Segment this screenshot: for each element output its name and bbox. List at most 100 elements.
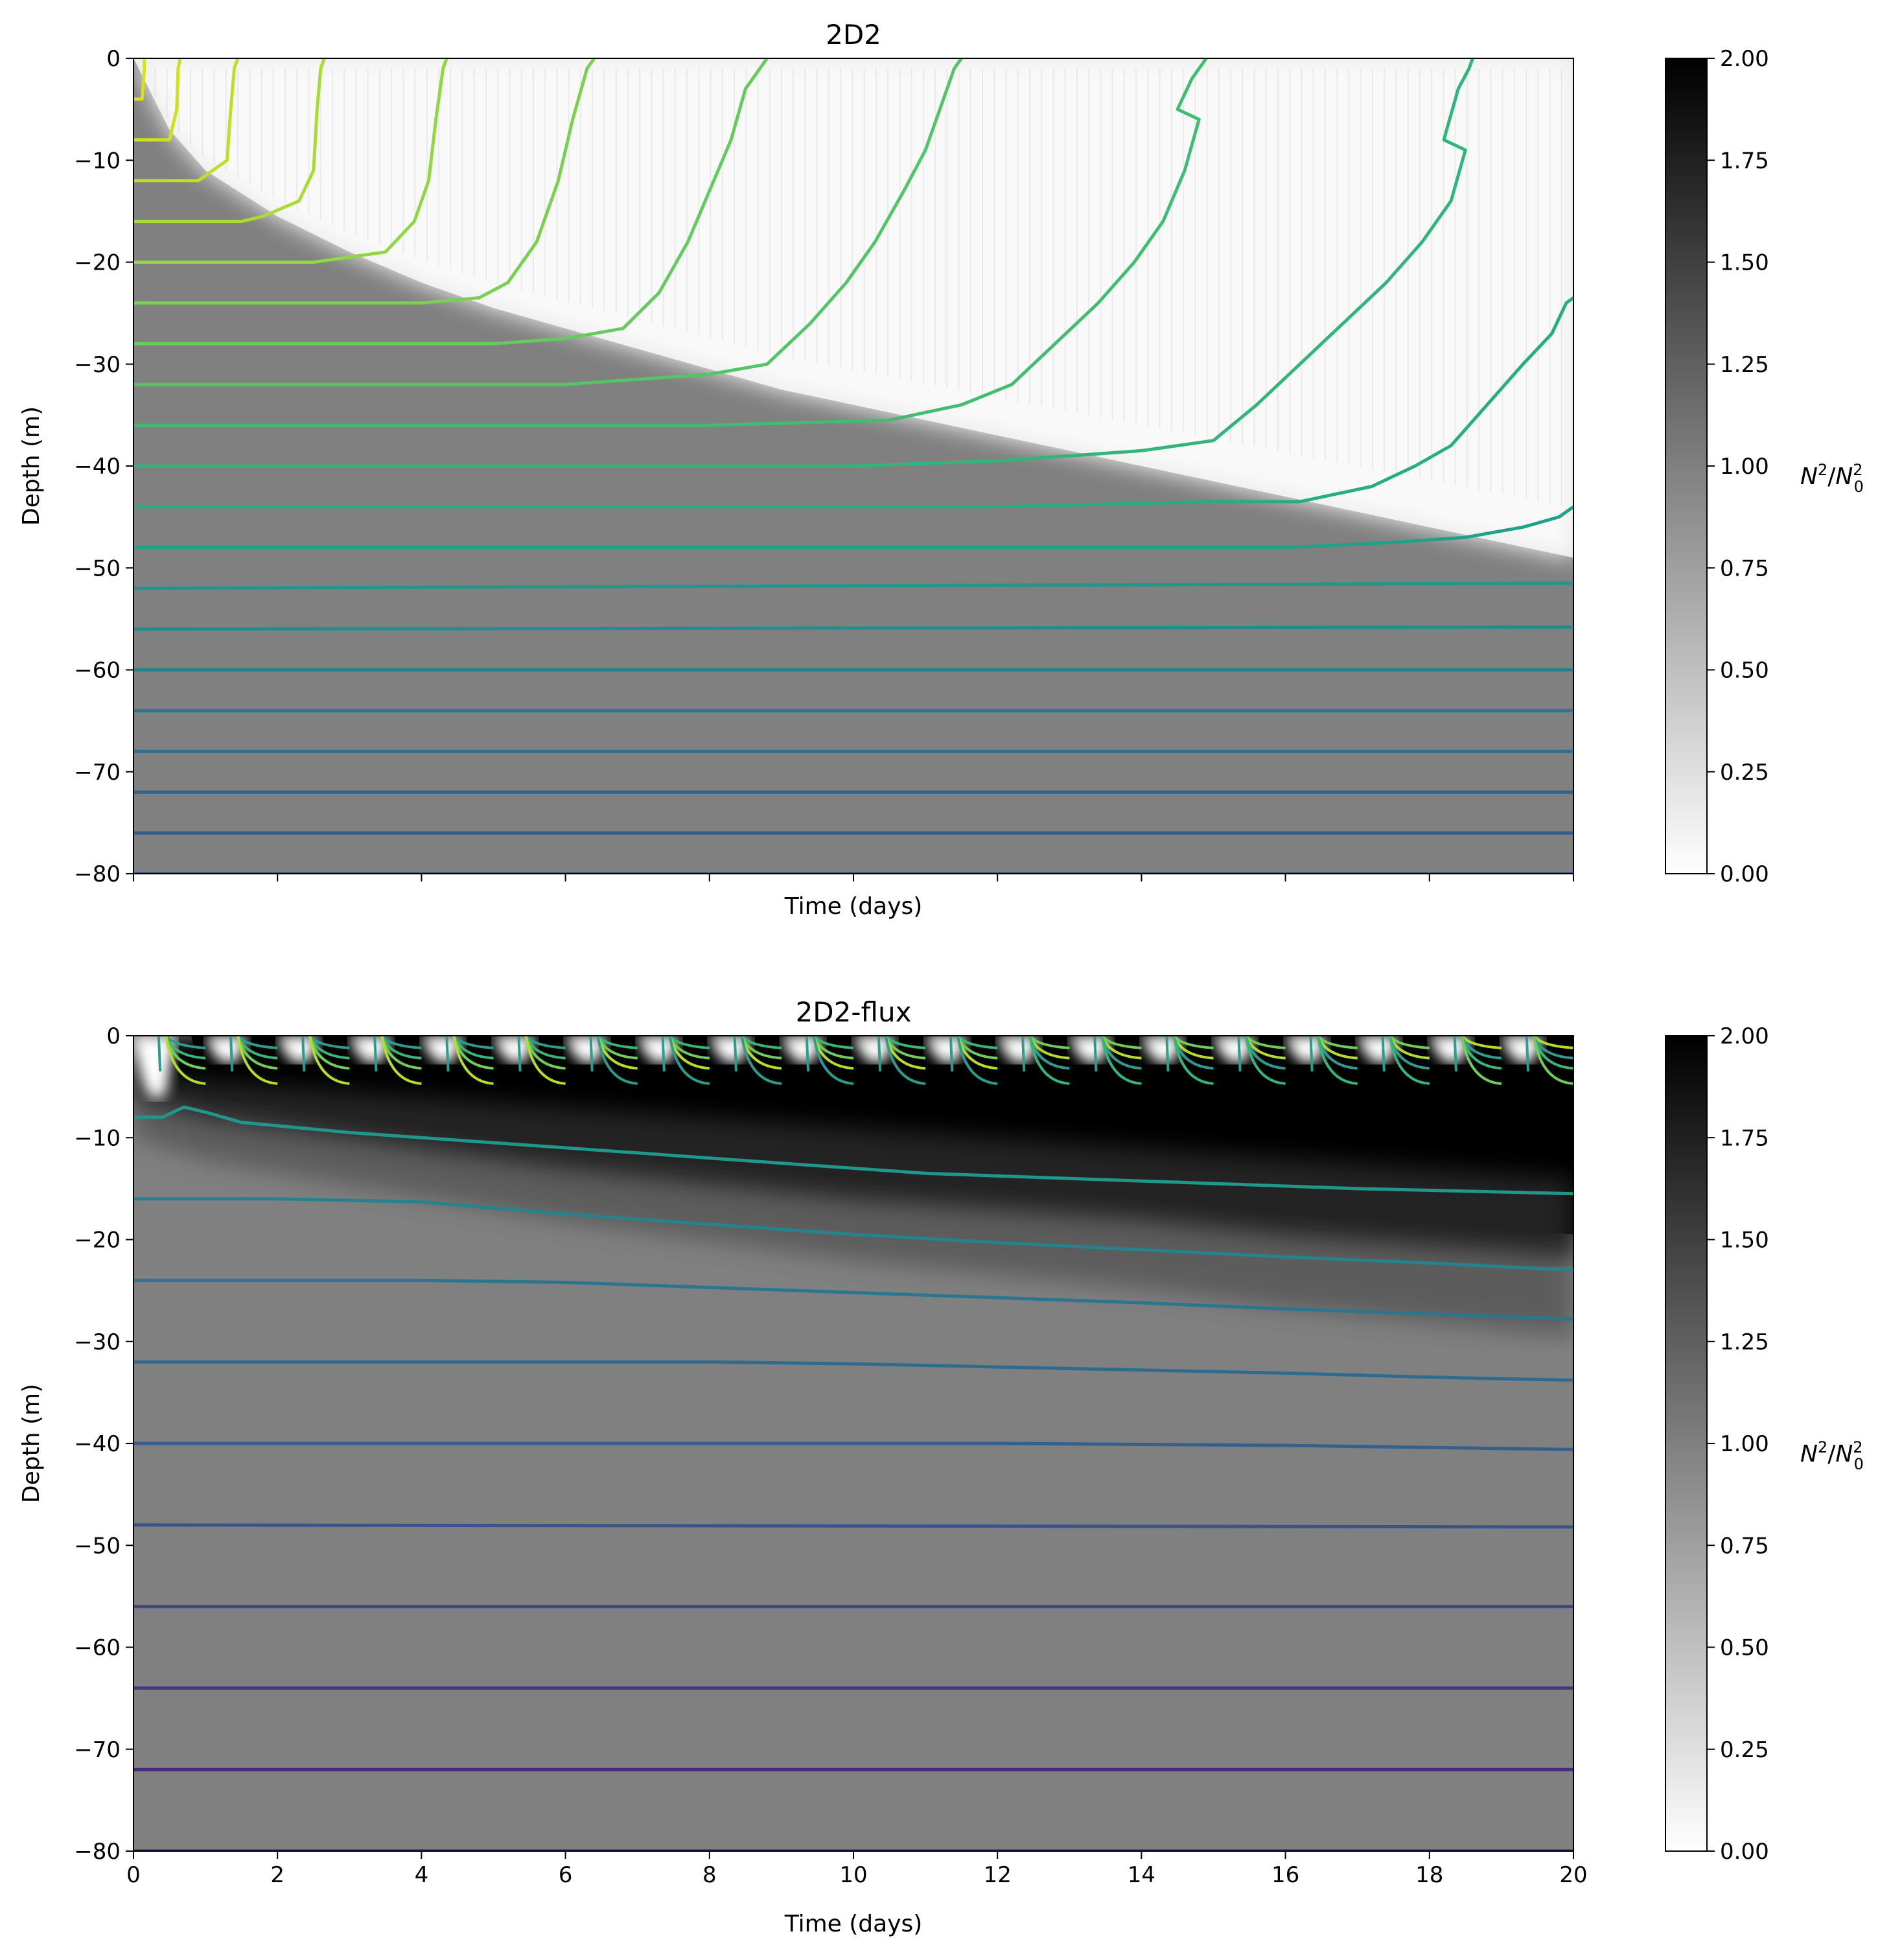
colorbar-tick-label: 1.75 bbox=[1720, 1125, 1769, 1151]
y-axis-label: Depth (m) bbox=[18, 406, 45, 526]
contour-line bbox=[133, 58, 448, 264]
colorbar: 0.00 0.25 0.50 0.75 1.00 1.25 1.50 1.75 2.00 N2/N… bbox=[1665, 1023, 1864, 1865]
y-tick-label: −50 bbox=[74, 1533, 121, 1559]
surface-spike bbox=[445, 1036, 450, 1072]
surface-spike bbox=[517, 1036, 522, 1072]
surface-arc bbox=[1028, 1036, 1070, 1085]
surface-spike bbox=[1237, 1036, 1242, 1072]
surface-arc bbox=[1388, 1036, 1430, 1085]
x-tick-label: 0 bbox=[126, 1862, 141, 1888]
contour-line bbox=[133, 296, 1573, 509]
surface-spike bbox=[1093, 1036, 1098, 1072]
y-axis: 0 −10 −20 −30 −40 −50 −60 −70 −80 bbox=[74, 1023, 133, 1865]
contour-line bbox=[133, 625, 1573, 631]
chart-title: 2D2 bbox=[826, 19, 881, 51]
x-tick-label: 18 bbox=[1415, 1862, 1443, 1888]
surface-spike bbox=[1021, 1036, 1026, 1072]
surface-arc bbox=[1460, 1036, 1502, 1085]
surface-spike bbox=[1309, 1036, 1314, 1072]
surface-arc bbox=[740, 1036, 782, 1085]
colorbar-tick-label: 1.50 bbox=[1720, 250, 1769, 276]
y-tick-label: −30 bbox=[74, 1329, 121, 1355]
heatmap-layer bbox=[133, 58, 1573, 874]
y-tick-label: −40 bbox=[74, 1431, 121, 1457]
contour-line bbox=[133, 58, 182, 142]
x-axis-label: Time (days) bbox=[784, 1911, 923, 1937]
contour-layer bbox=[133, 1036, 1573, 1851]
surface-spike bbox=[229, 1036, 234, 1072]
contour-line bbox=[133, 581, 1573, 590]
x-tick-label: 10 bbox=[839, 1862, 867, 1888]
colorbar-tick-label: 1.50 bbox=[1720, 1228, 1769, 1254]
contour-line bbox=[133, 58, 769, 345]
diurnal-pulses bbox=[133, 1036, 1545, 1099]
y-tick-label: 0 bbox=[106, 1023, 121, 1049]
y-tick-label: −80 bbox=[74, 1839, 121, 1865]
contour-line bbox=[133, 58, 1208, 427]
surface-spike bbox=[1453, 1036, 1457, 1072]
colorbar-tick-label: 0.00 bbox=[1720, 861, 1769, 887]
surface-arc bbox=[308, 1036, 350, 1085]
surface-arc bbox=[165, 1036, 206, 1085]
x-axis bbox=[133, 874, 1574, 881]
x-tick-label: 2 bbox=[270, 1862, 284, 1888]
x-tick-label: 16 bbox=[1271, 1862, 1299, 1888]
colorbar-tick-label: 2.00 bbox=[1720, 46, 1769, 72]
surface-spike bbox=[949, 1036, 954, 1072]
colorbar-label: N2/N2 0 bbox=[1800, 461, 1864, 496]
y-tick-label: −20 bbox=[74, 250, 121, 276]
chart-title: 2D2-flux bbox=[796, 996, 912, 1028]
contour-line bbox=[133, 1278, 1573, 1321]
contour-line bbox=[133, 58, 1474, 468]
y-tick-label: −50 bbox=[74, 555, 121, 581]
convective-pulse bbox=[133, 1036, 177, 1099]
contour-layer bbox=[133, 58, 1573, 874]
surface-spike bbox=[589, 1036, 594, 1072]
y-tick-label: −80 bbox=[74, 861, 121, 887]
surface-arc bbox=[524, 1036, 566, 1085]
colorbar-tick-label: 1.25 bbox=[1720, 352, 1769, 378]
colorbar-tick-label: 1.75 bbox=[1720, 148, 1769, 174]
colorbar-tick-label: 0.50 bbox=[1720, 1635, 1769, 1661]
y-tick-label: −60 bbox=[74, 1635, 121, 1661]
colorbar-tick-label: 0.75 bbox=[1720, 1533, 1769, 1559]
surface-arc bbox=[452, 1036, 494, 1085]
contour-line bbox=[133, 58, 326, 224]
colorbar-tick-label: 1.00 bbox=[1720, 1431, 1769, 1457]
surface-arc bbox=[1532, 1036, 1573, 1085]
contour-line bbox=[133, 58, 146, 101]
contour-line bbox=[133, 1197, 1573, 1272]
surface-arc bbox=[596, 1036, 638, 1085]
y-tick-label: −70 bbox=[74, 1737, 121, 1763]
mixed-layer-core bbox=[133, 58, 1573, 558]
y-tick-label: −20 bbox=[74, 1228, 121, 1254]
x-tick-label: 12 bbox=[984, 1862, 1012, 1888]
x-tick-label: 20 bbox=[1559, 1862, 1587, 1888]
surface-spike bbox=[1381, 1036, 1386, 1072]
panel-2d2: 2D2 0 −10 −20 −30 −40 −50 −60 −70 −80 Time (days… bbox=[18, 19, 1864, 920]
colorbar-tick-label: 1.25 bbox=[1720, 1329, 1769, 1355]
colorbar-tick-label: 0.75 bbox=[1720, 555, 1769, 581]
y-tick-label: −10 bbox=[74, 148, 121, 174]
colorbar-gradient bbox=[1665, 58, 1707, 874]
colorbar: 0.00 0.25 0.50 0.75 1.00 1.25 1.50 1.75 2.00 N2/N… bbox=[1665, 46, 1864, 887]
y-tick-label: −70 bbox=[74, 760, 121, 786]
contour-line bbox=[133, 1360, 1573, 1382]
surface-spike bbox=[877, 1036, 882, 1072]
x-axis: 0 2 4 6 8 10 12 14 16 18 20 bbox=[126, 1851, 1588, 1888]
y-tick-label: −30 bbox=[74, 352, 121, 378]
y-tick-label: 0 bbox=[106, 46, 121, 72]
x-tick-label: 4 bbox=[415, 1862, 429, 1888]
colorbar-tick-label: 2.00 bbox=[1720, 1023, 1769, 1049]
colorbar-gradient bbox=[1665, 1036, 1707, 1851]
y-axis: 0 −10 −20 −30 −40 −50 −60 −70 −80 bbox=[74, 46, 133, 887]
surface-spike bbox=[661, 1036, 666, 1072]
y-tick-label: −10 bbox=[74, 1125, 121, 1151]
surface-arc bbox=[668, 1036, 710, 1085]
surface-arc bbox=[885, 1036, 926, 1085]
surface-arc bbox=[1100, 1036, 1142, 1085]
surface-arc bbox=[1172, 1036, 1214, 1085]
colorbar-label: N2/N2 0 bbox=[1800, 1438, 1864, 1473]
surface-spike bbox=[733, 1036, 737, 1072]
